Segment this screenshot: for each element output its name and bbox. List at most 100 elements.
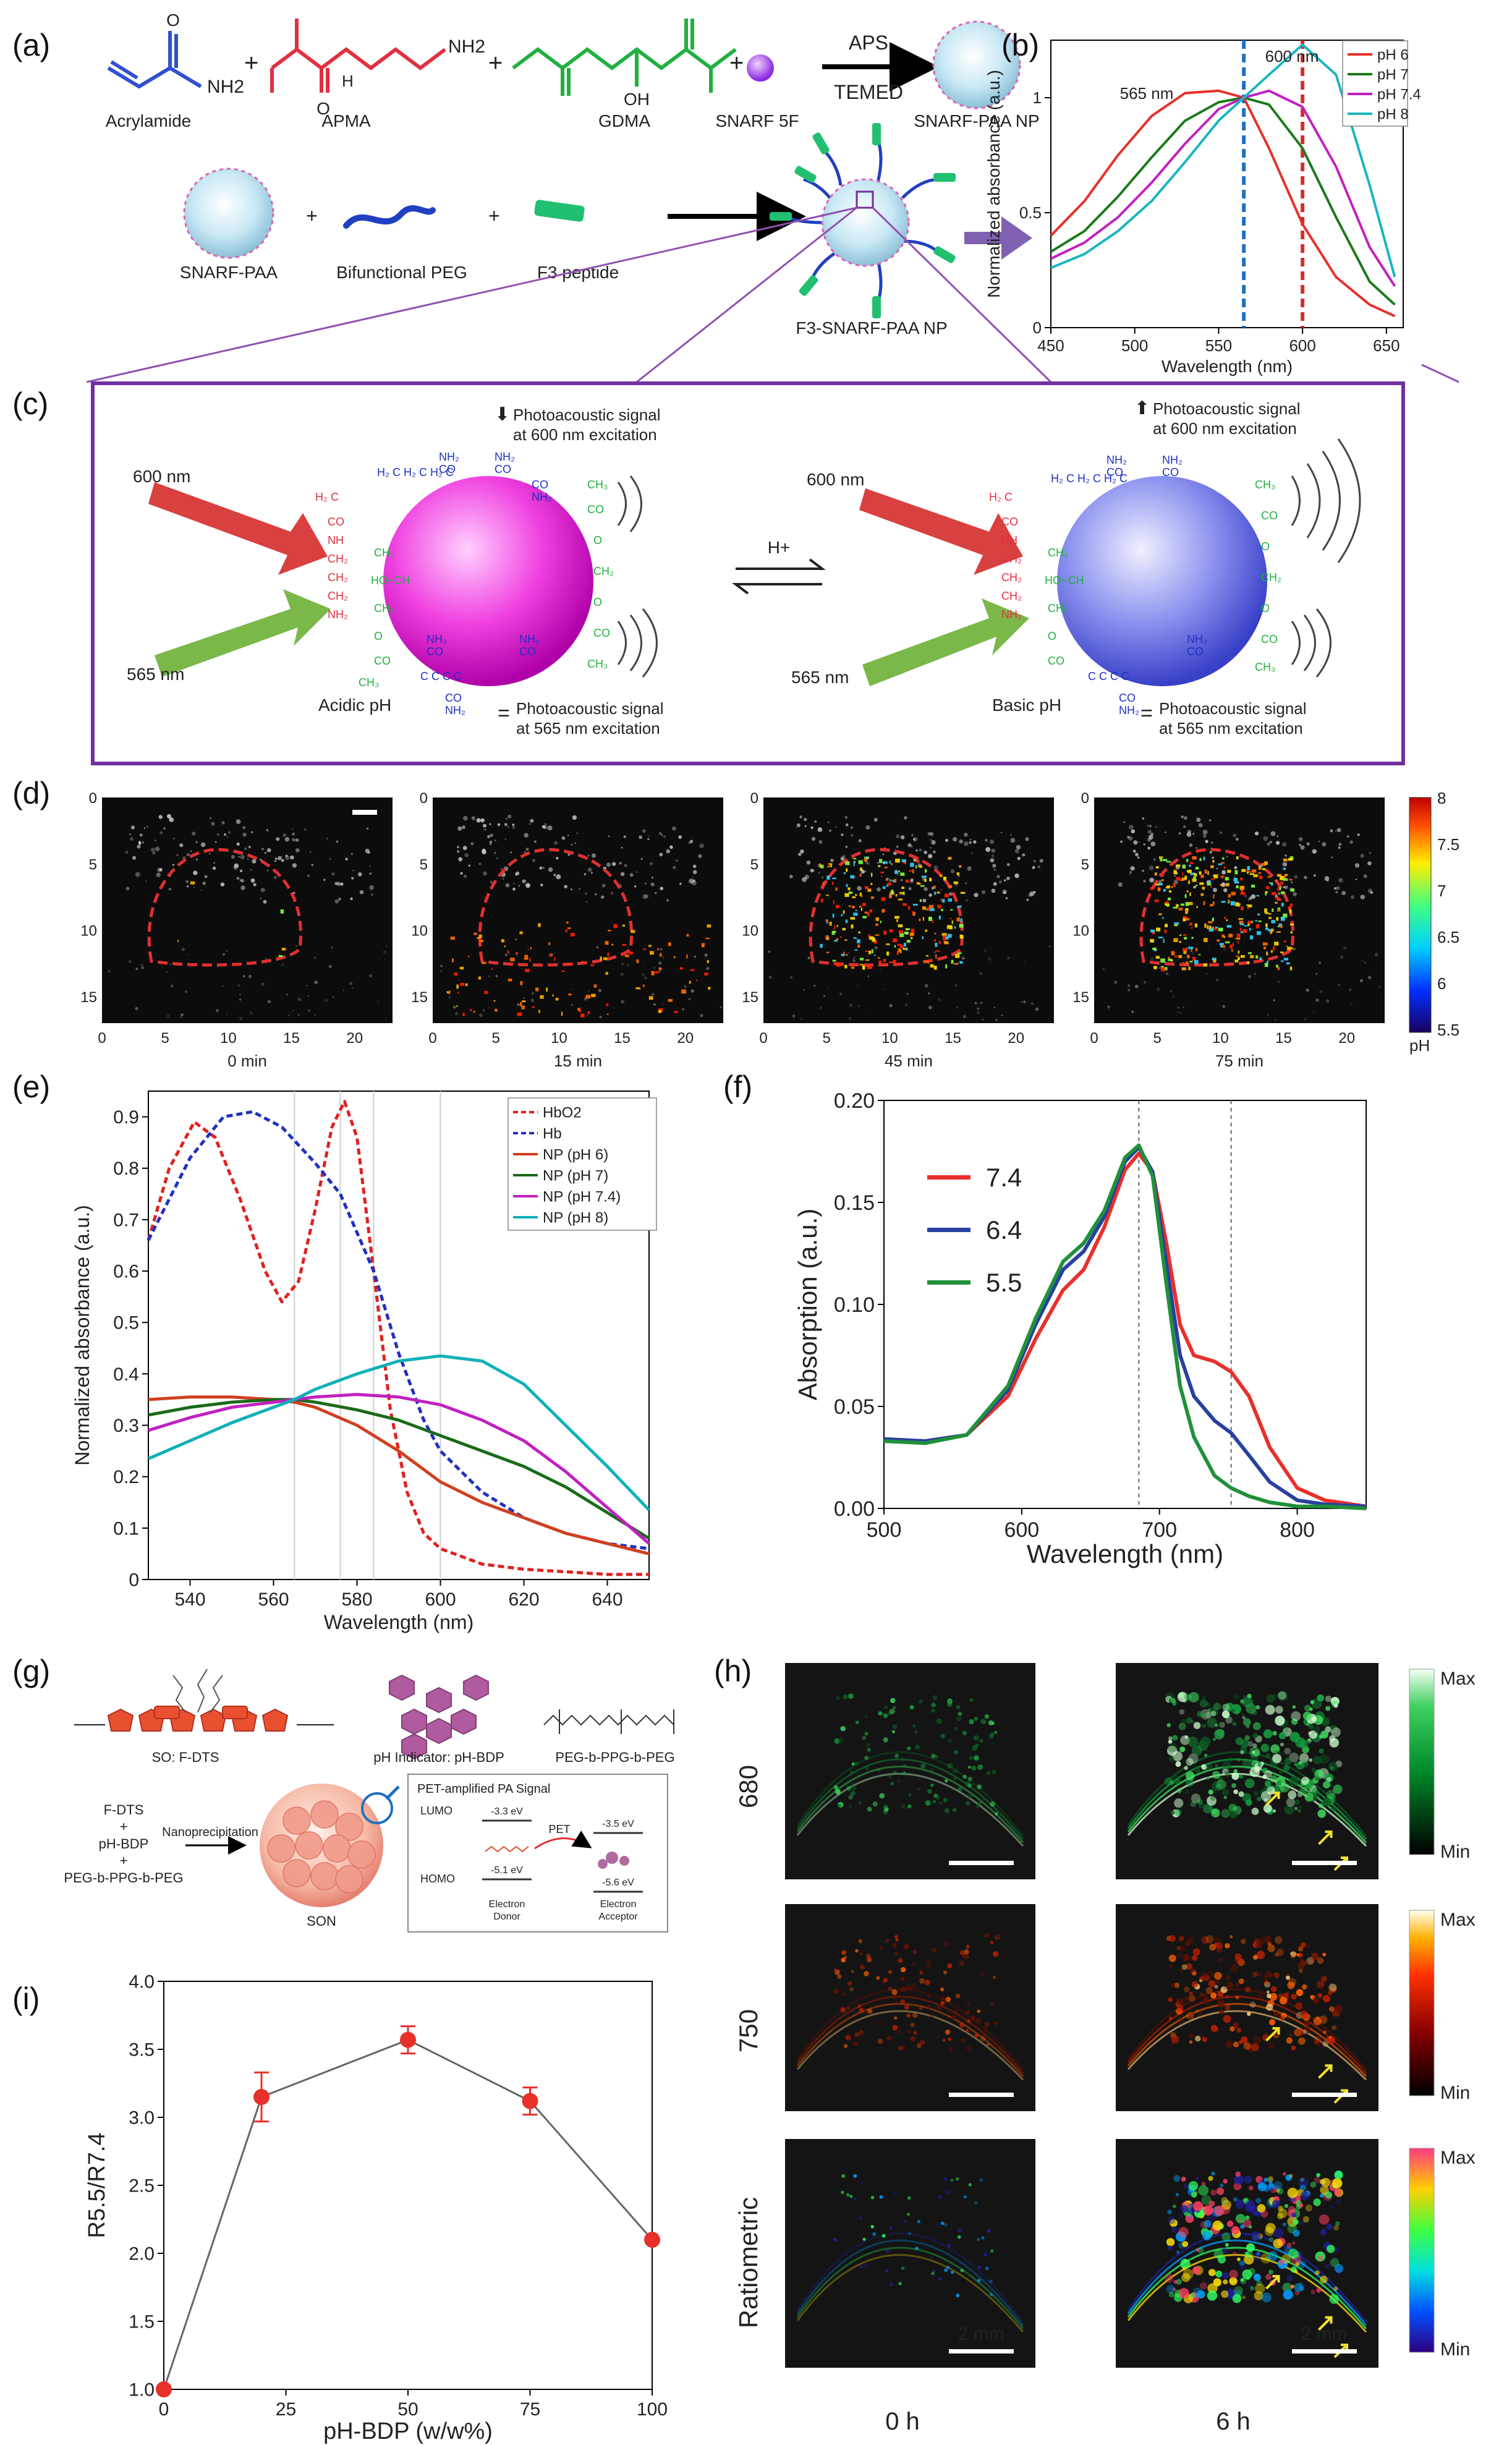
signal-speckle bbox=[969, 1698, 974, 1703]
signal-speckle bbox=[1205, 1712, 1212, 1719]
signal-speckle bbox=[1304, 2019, 1310, 2026]
tissue-speckle bbox=[1249, 896, 1252, 900]
pa-ytick: 5 bbox=[750, 856, 758, 873]
ph-overlay-pixel bbox=[452, 958, 454, 963]
signal-speckle bbox=[1285, 2174, 1292, 2181]
signal-speckle bbox=[1232, 1722, 1237, 1726]
tissue-speckle bbox=[896, 834, 900, 839]
signal-speckle bbox=[1305, 2205, 1312, 2212]
pa-xtick: 15 bbox=[1275, 1030, 1292, 1047]
tissue-speckle bbox=[130, 837, 134, 841]
series-line-np-ph-7- bbox=[148, 1398, 650, 1540]
right-bottom-eq: = bbox=[1140, 702, 1153, 725]
signal-speckle bbox=[1317, 2255, 1323, 2261]
ph-overlay-pixel bbox=[686, 955, 688, 959]
ph-overlay-pixel bbox=[896, 951, 899, 955]
signal-speckle bbox=[1244, 1986, 1251, 1993]
tissue-speckle bbox=[1155, 826, 1157, 828]
ph-overlay-pixel bbox=[1265, 891, 1268, 893]
ph-overlay-pixel bbox=[1248, 904, 1252, 908]
tissue-speckle bbox=[250, 878, 255, 883]
tissue-speckle bbox=[240, 854, 245, 860]
tissue-speckle bbox=[556, 874, 561, 880]
ph-overlay-pixel bbox=[1265, 891, 1267, 896]
pet-box-title: PET-amplified PA Signal bbox=[417, 1782, 550, 1796]
signal-speckle bbox=[1181, 1964, 1187, 1970]
signal-speckle bbox=[859, 2264, 863, 2268]
data-point bbox=[522, 2093, 538, 2109]
tissue-speckle bbox=[877, 862, 879, 864]
tissue-speckle bbox=[985, 838, 988, 842]
tissue-speckle bbox=[804, 817, 807, 822]
ph-overlay-pixel bbox=[1186, 918, 1190, 921]
tissue-speckle bbox=[264, 852, 266, 854]
ph-overlay-pixel bbox=[1278, 923, 1282, 927]
y-tick-label: 0.9 bbox=[113, 1107, 139, 1128]
ph-overlay-pixel bbox=[521, 1005, 525, 1010]
signal-speckle bbox=[910, 2036, 915, 2042]
ph-overlay-pixel bbox=[456, 1005, 458, 1007]
signal-speckle bbox=[848, 1805, 852, 1809]
signal-speckle bbox=[1310, 1995, 1314, 1999]
signal-speckle bbox=[1214, 1723, 1218, 1727]
tissue-speckle bbox=[669, 845, 673, 849]
ph-overlay-pixel bbox=[935, 954, 937, 959]
signal-speckle bbox=[890, 1782, 894, 1786]
tissue-contour bbox=[796, 2002, 1024, 2077]
tissue-speckle bbox=[544, 823, 547, 826]
signal-speckle bbox=[1186, 2012, 1194, 2020]
ph-overlay-pixel bbox=[851, 906, 855, 909]
ph-overlay-pixel bbox=[1158, 913, 1162, 916]
ph-overlay-pixel bbox=[1217, 939, 1220, 942]
ph-overlay-pixel bbox=[946, 925, 952, 929]
ph-overlay-pixel bbox=[845, 919, 848, 923]
left-bottom-line1: Photoacoustic signal bbox=[516, 699, 663, 718]
ph-overlay-pixel bbox=[870, 896, 874, 899]
ph-overlay-pixel bbox=[842, 928, 846, 930]
tissue-speckle bbox=[1158, 880, 1162, 883]
signal-speckle bbox=[1213, 1737, 1217, 1741]
ph-overlay-pixel bbox=[835, 887, 838, 891]
signal-speckle bbox=[1293, 2229, 1300, 2237]
ph-overlay-pixel bbox=[1231, 949, 1233, 952]
tissue-speckle bbox=[620, 972, 624, 976]
tissue-speckle bbox=[654, 891, 657, 895]
tissue-speckle bbox=[181, 948, 185, 951]
tissue-speckle bbox=[1364, 961, 1367, 964]
tissue-speckle bbox=[250, 831, 253, 833]
tissue-speckle bbox=[1120, 840, 1123, 843]
tissue-speckle bbox=[901, 835, 905, 840]
pa-frame-bg bbox=[433, 797, 723, 1023]
signal-speckle bbox=[857, 2004, 862, 2009]
tissue-speckle bbox=[215, 841, 217, 843]
signal-speckle bbox=[1292, 2241, 1296, 2245]
signal-speckle bbox=[893, 1771, 897, 1775]
tissue-speckle bbox=[818, 871, 820, 874]
signal-speckle bbox=[1211, 1808, 1220, 1818]
signal-speckle bbox=[1168, 1756, 1175, 1763]
tissue-speckle bbox=[1367, 861, 1372, 865]
ph-overlay-pixel bbox=[1276, 931, 1281, 933]
signal-speckle bbox=[1167, 2216, 1176, 2224]
ph-overlay-pixel bbox=[1214, 927, 1217, 931]
tissue-speckle bbox=[1148, 835, 1153, 840]
tissue-speckle bbox=[922, 898, 927, 903]
ph-overlay-pixel bbox=[622, 924, 626, 927]
chart-e-xlabel: Wavelength (nm) bbox=[324, 1611, 474, 1633]
signal-speckle bbox=[883, 1811, 888, 1816]
signal-speckle bbox=[1204, 1763, 1213, 1771]
signal-speckle bbox=[944, 2268, 948, 2273]
ph-overlay-pixel bbox=[1283, 878, 1288, 881]
ph-overlay-pixel bbox=[912, 904, 918, 906]
ph-overlay-pixel bbox=[912, 911, 915, 916]
signal-speckle bbox=[956, 1993, 961, 1999]
ph-overlay-pixel bbox=[538, 1010, 540, 1013]
tissue-speckle bbox=[533, 840, 537, 843]
x-tick-label: 100 bbox=[637, 2399, 668, 2420]
signal-speckle bbox=[1235, 1982, 1241, 1987]
signal-speckle bbox=[1186, 1778, 1194, 1787]
tissue-speckle bbox=[650, 882, 655, 887]
ph-overlay-pixel bbox=[1249, 928, 1251, 931]
signal-speckle bbox=[886, 2036, 892, 2041]
